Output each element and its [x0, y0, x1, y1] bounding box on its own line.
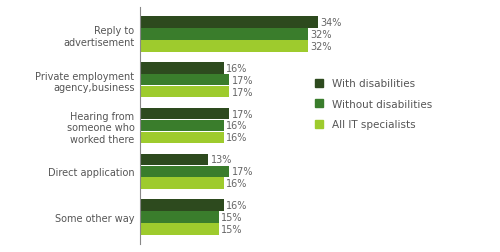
Bar	[140, 166, 229, 177]
Text: 13%: 13%	[210, 155, 232, 165]
Bar	[140, 108, 229, 120]
Bar	[140, 178, 224, 189]
Text: 17%: 17%	[232, 87, 253, 97]
Text: 15%: 15%	[221, 224, 242, 234]
Text: 15%: 15%	[221, 212, 242, 222]
Bar	[140, 211, 218, 223]
Bar	[140, 17, 318, 29]
Bar	[140, 200, 224, 211]
Text: 17%: 17%	[232, 109, 253, 119]
Bar	[140, 223, 218, 235]
Bar	[140, 154, 208, 165]
Text: 17%: 17%	[232, 75, 253, 85]
Bar	[140, 87, 229, 98]
Bar	[140, 63, 224, 74]
Bar	[140, 120, 224, 132]
Text: 16%: 16%	[226, 133, 248, 143]
Bar	[140, 132, 224, 144]
Bar	[140, 29, 308, 41]
Text: 32%: 32%	[310, 42, 332, 52]
Text: 17%: 17%	[232, 167, 253, 177]
Text: 34%: 34%	[320, 18, 342, 28]
Text: 32%: 32%	[310, 30, 332, 40]
Text: 16%: 16%	[226, 64, 248, 74]
Bar	[140, 41, 308, 52]
Text: 16%: 16%	[226, 178, 248, 188]
Text: 16%: 16%	[226, 121, 248, 131]
Legend: With disabilities, Without disabilities, All IT specialists: With disabilities, Without disabilities,…	[315, 79, 432, 130]
Bar	[140, 75, 229, 86]
Text: 16%: 16%	[226, 200, 248, 210]
